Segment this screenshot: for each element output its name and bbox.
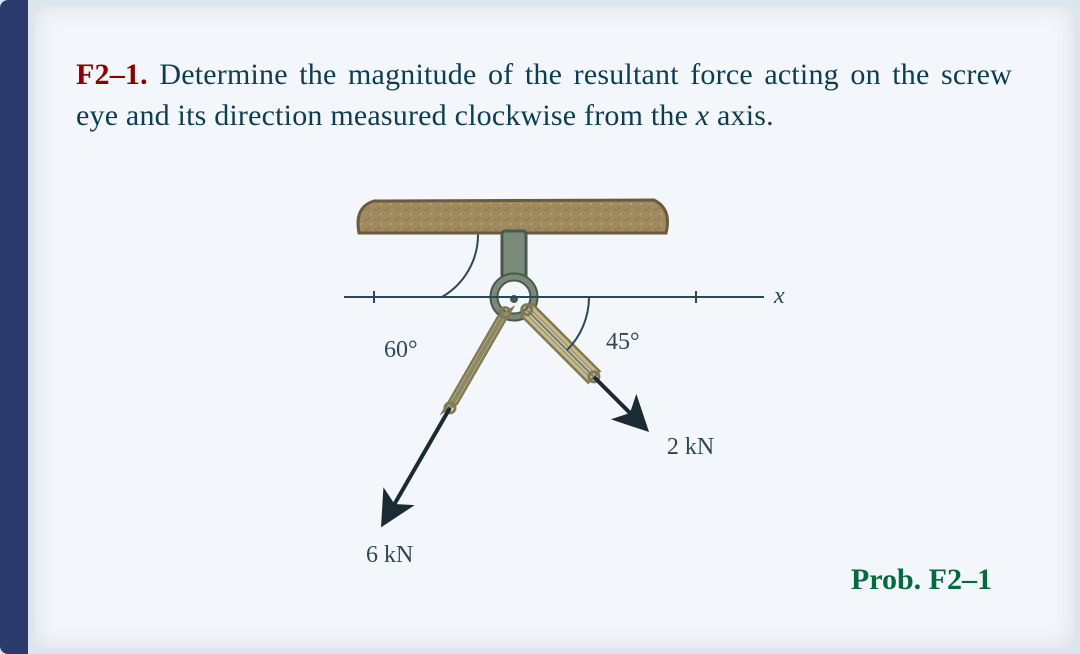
svg-text:x: x xyxy=(773,283,785,309)
problem-text-2: axis. xyxy=(709,99,774,132)
problem-text-1: Determine the magnitude of the resultant… xyxy=(76,58,1012,132)
x-axis-symbol: x xyxy=(696,99,710,132)
content-area: F2–1. Determine the magnitude of the res… xyxy=(28,0,1060,654)
problem-id: F2–1. xyxy=(76,58,148,91)
problem-label: Prob. F2–1 xyxy=(851,563,992,597)
svg-text:6 kN: 6 kN xyxy=(366,542,413,568)
problem-statement: F2–1. Determine the magnitude of the res… xyxy=(76,54,1012,137)
diagram-svg: x 2 kN 6 kN 45° 60° xyxy=(214,167,814,587)
figure: x 2 kN 6 kN 45° 60° Prob. F2–1 xyxy=(76,167,1012,597)
svg-text:45°: 45° xyxy=(606,329,640,355)
svg-text:2 kN: 2 kN xyxy=(667,434,714,460)
svg-text:60°: 60° xyxy=(384,337,418,363)
